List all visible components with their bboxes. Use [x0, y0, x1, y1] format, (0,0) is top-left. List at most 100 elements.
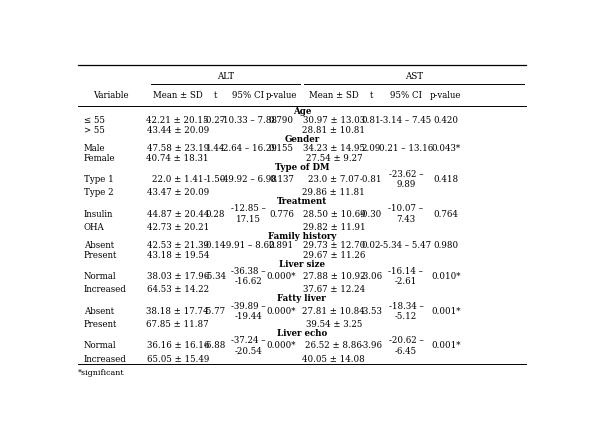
Text: p-value: p-value	[430, 91, 461, 100]
Text: 0.010*: 0.010*	[431, 272, 461, 281]
Text: Increased: Increased	[84, 286, 127, 294]
Text: Absent: Absent	[84, 241, 114, 250]
Text: 0.420: 0.420	[433, 116, 458, 125]
Text: -16.14 –
-2.61: -16.14 – -2.61	[388, 267, 423, 286]
Text: Type 1: Type 1	[84, 175, 114, 184]
Text: Mean ± SD: Mean ± SD	[153, 91, 203, 100]
Text: t: t	[213, 91, 217, 100]
Text: 0.001*: 0.001*	[431, 341, 461, 351]
Text: AST: AST	[405, 72, 423, 81]
Text: 42.73 ± 20.21: 42.73 ± 20.21	[147, 223, 209, 232]
Text: 2.09: 2.09	[362, 144, 381, 153]
Text: -10.33 – 7.88: -10.33 – 7.88	[220, 116, 277, 125]
Text: -20.62 –
-6.45: -20.62 – -6.45	[389, 336, 423, 355]
Text: -49.92 – 6.98: -49.92 – 6.98	[220, 175, 277, 184]
Text: -0.30: -0.30	[360, 210, 382, 219]
Text: OHA: OHA	[84, 223, 104, 232]
Text: 38.03 ± 17.96: 38.03 ± 17.96	[147, 272, 209, 281]
Text: 1.44: 1.44	[206, 144, 225, 153]
Text: Normal: Normal	[84, 272, 116, 281]
Text: -18.34 –
-5.12: -18.34 – -5.12	[389, 301, 423, 321]
Text: 29.73 ± 12.70: 29.73 ± 12.70	[303, 241, 365, 250]
Text: 29.82 ± 11.91: 29.82 ± 11.91	[303, 223, 365, 232]
Text: 36.16 ± 16.16: 36.16 ± 16.16	[147, 341, 209, 351]
Text: 64.53 ± 14.22: 64.53 ± 14.22	[147, 286, 209, 294]
Text: 95% CI: 95% CI	[233, 91, 264, 100]
Text: 22.0 ± 1.41: 22.0 ± 1.41	[152, 175, 203, 184]
Text: Male: Male	[84, 144, 105, 153]
Text: Mean ± SD: Mean ± SD	[309, 91, 359, 100]
Text: t: t	[369, 91, 373, 100]
Text: -6.88: -6.88	[204, 341, 226, 351]
Text: Present: Present	[84, 251, 117, 260]
Text: 27.81 ± 10.84: 27.81 ± 10.84	[302, 307, 365, 316]
Text: Fatty liver: Fatty liver	[277, 294, 326, 304]
Text: 0.891: 0.891	[269, 241, 294, 250]
Text: 95% CI: 95% CI	[390, 91, 422, 100]
Text: -37.24 –
-20.54: -37.24 – -20.54	[231, 336, 266, 355]
Text: 44.87 ± 20.44: 44.87 ± 20.44	[147, 210, 209, 219]
Text: 0.21 – 13.16: 0.21 – 13.16	[379, 144, 433, 153]
Text: 40.74 ± 18.31: 40.74 ± 18.31	[147, 154, 209, 163]
Text: -9.91 – 8.62: -9.91 – 8.62	[223, 241, 274, 250]
Text: 37.67 ± 12.24: 37.67 ± 12.24	[303, 286, 365, 294]
Text: -39.89 –
-19.44: -39.89 – -19.44	[231, 301, 266, 321]
Text: 40.05 ± 14.08: 40.05 ± 14.08	[302, 354, 365, 364]
Text: 0.81: 0.81	[362, 116, 381, 125]
Text: Gender: Gender	[284, 135, 319, 144]
Text: 0.980: 0.980	[433, 241, 458, 250]
Text: Family history: Family history	[267, 232, 336, 241]
Text: 26.52 ± 8.86: 26.52 ± 8.86	[305, 341, 362, 351]
Text: -10.07 –
7.43: -10.07 – 7.43	[388, 204, 423, 224]
Text: *significant: *significant	[78, 369, 125, 377]
Text: > 55: > 55	[84, 126, 104, 135]
Text: 28.81 ± 10.81: 28.81 ± 10.81	[302, 126, 365, 135]
Text: -23.62 –
9.89: -23.62 – 9.89	[389, 170, 423, 189]
Text: 0.155: 0.155	[269, 144, 294, 153]
Text: 0.000*: 0.000*	[267, 307, 296, 316]
Text: -0.14: -0.14	[204, 241, 226, 250]
Text: Treatment: Treatment	[277, 197, 327, 206]
Text: 30.97 ± 13.03: 30.97 ± 13.03	[303, 116, 365, 125]
Text: 0.28: 0.28	[206, 210, 225, 219]
Text: -5.77: -5.77	[204, 307, 226, 316]
Text: Age: Age	[293, 107, 311, 116]
Text: 29.86 ± 11.81: 29.86 ± 11.81	[302, 188, 365, 197]
Text: Variable: Variable	[93, 91, 129, 100]
Text: -5.34 – 5.47: -5.34 – 5.47	[380, 241, 432, 250]
Text: 43.44 ± 20.09: 43.44 ± 20.09	[147, 126, 209, 135]
Text: Liver size: Liver size	[279, 260, 325, 269]
Text: Normal: Normal	[84, 341, 116, 351]
Text: Female: Female	[84, 154, 115, 163]
Text: -2.64 – 16.29: -2.64 – 16.29	[220, 144, 277, 153]
Text: 0.000*: 0.000*	[267, 272, 296, 281]
Text: Absent: Absent	[84, 307, 114, 316]
Text: 29.67 ± 11.26: 29.67 ± 11.26	[303, 251, 365, 260]
Text: -3.14 – 7.45: -3.14 – 7.45	[380, 116, 432, 125]
Text: -3.96: -3.96	[360, 341, 382, 351]
Text: 39.54 ± 3.25: 39.54 ± 3.25	[306, 320, 362, 329]
Text: -0.27: -0.27	[204, 116, 226, 125]
Text: Present: Present	[84, 320, 117, 329]
Text: Type of DM: Type of DM	[274, 163, 329, 172]
Text: 42.21 ± 20.15: 42.21 ± 20.15	[147, 116, 209, 125]
Text: 34.23 ± 14.95: 34.23 ± 14.95	[303, 144, 365, 153]
Text: p-value: p-value	[266, 91, 297, 100]
Text: ALT: ALT	[217, 72, 234, 81]
Text: ≤ 55: ≤ 55	[84, 116, 105, 125]
Text: 23.0 ± 7.07: 23.0 ± 7.07	[308, 175, 359, 184]
Text: 38.18 ± 17.74: 38.18 ± 17.74	[147, 307, 209, 316]
Text: Type 2: Type 2	[84, 188, 113, 197]
Text: 43.18 ± 19.54: 43.18 ± 19.54	[147, 251, 209, 260]
Text: 0.790: 0.790	[269, 116, 294, 125]
Text: 42.53 ± 21.39: 42.53 ± 21.39	[147, 241, 209, 250]
Text: 0.764: 0.764	[434, 210, 458, 219]
Text: -1.50: -1.50	[204, 175, 226, 184]
Text: 0.137: 0.137	[269, 175, 294, 184]
Text: 0.001*: 0.001*	[431, 307, 461, 316]
Text: 27.54 ± 9.27: 27.54 ± 9.27	[306, 154, 362, 163]
Text: 0.000*: 0.000*	[267, 341, 296, 351]
Text: -36.38 –
-16.62: -36.38 – -16.62	[231, 267, 266, 286]
Text: -3.06: -3.06	[360, 272, 382, 281]
Text: 0.043*: 0.043*	[431, 144, 460, 153]
